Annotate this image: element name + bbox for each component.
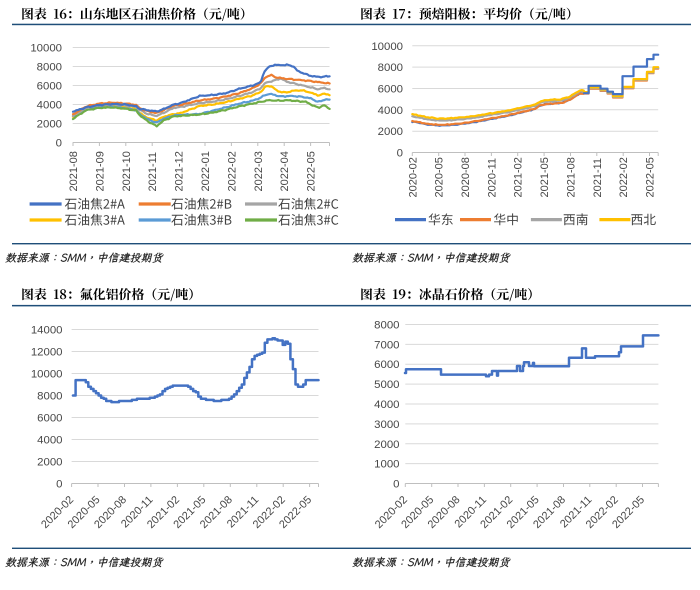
svg-text:3000: 3000	[374, 419, 399, 431]
svg-text:2022-05: 2022-05	[645, 157, 657, 197]
svg-text:2021-08: 2021-08	[68, 151, 80, 191]
svg-text:14000: 14000	[31, 325, 63, 337]
svg-text:6000: 6000	[378, 84, 403, 96]
svg-text:2000: 2000	[37, 457, 62, 469]
svg-text:0: 0	[393, 479, 399, 491]
svg-text:2021-11: 2021-11	[592, 158, 604, 198]
svg-text:2022-04: 2022-04	[279, 151, 291, 191]
svg-text:8000: 8000	[374, 320, 399, 332]
svg-text:2022-01: 2022-01	[200, 151, 212, 191]
svg-text:2000: 2000	[374, 439, 399, 451]
svg-text:5000: 5000	[374, 379, 399, 391]
svg-text:10000: 10000	[31, 369, 63, 381]
svg-text:2021-08: 2021-08	[566, 157, 578, 197]
svg-text:2020-11: 2020-11	[486, 158, 498, 198]
svg-text:4000: 4000	[37, 100, 62, 112]
svg-text:7000: 7000	[374, 339, 399, 351]
svg-text:8000: 8000	[378, 62, 403, 74]
svg-text:2000: 2000	[378, 126, 403, 138]
svg-text:0: 0	[56, 479, 62, 491]
svg-text:10000: 10000	[30, 43, 62, 55]
svg-text:12000: 12000	[31, 347, 63, 359]
svg-text:6000: 6000	[37, 413, 62, 425]
svg-text:8000: 8000	[37, 391, 62, 403]
svg-text:2022-02: 2022-02	[226, 151, 238, 191]
svg-text:2021-02: 2021-02	[513, 157, 525, 197]
svg-text:2020-02: 2020-02	[407, 157, 419, 197]
svg-text:4000: 4000	[374, 399, 399, 411]
svg-text:0: 0	[56, 138, 62, 150]
svg-text:4000: 4000	[378, 105, 403, 117]
svg-text:4000: 4000	[37, 435, 62, 447]
svg-text:0: 0	[397, 148, 403, 160]
svg-text:2021-05: 2021-05	[539, 157, 551, 197]
svg-text:2022-02: 2022-02	[618, 157, 630, 197]
svg-text:1000: 1000	[374, 459, 399, 471]
svg-text:2000: 2000	[37, 119, 62, 131]
svg-text:2020-08: 2020-08	[460, 157, 472, 197]
svg-text:2022-05: 2022-05	[306, 151, 318, 191]
svg-text:2021-10: 2021-10	[121, 151, 133, 191]
svg-text:2022-03: 2022-03	[253, 151, 265, 191]
svg-text:8000: 8000	[37, 62, 62, 74]
svg-text:10000: 10000	[371, 41, 403, 53]
svg-text:6000: 6000	[37, 81, 62, 93]
svg-text:2021-11: 2021-11	[147, 152, 159, 192]
svg-text:2021-09: 2021-09	[94, 151, 106, 191]
svg-text:6000: 6000	[374, 359, 399, 371]
svg-text:2021-12: 2021-12	[174, 151, 186, 191]
svg-text:2020-05: 2020-05	[434, 157, 446, 197]
